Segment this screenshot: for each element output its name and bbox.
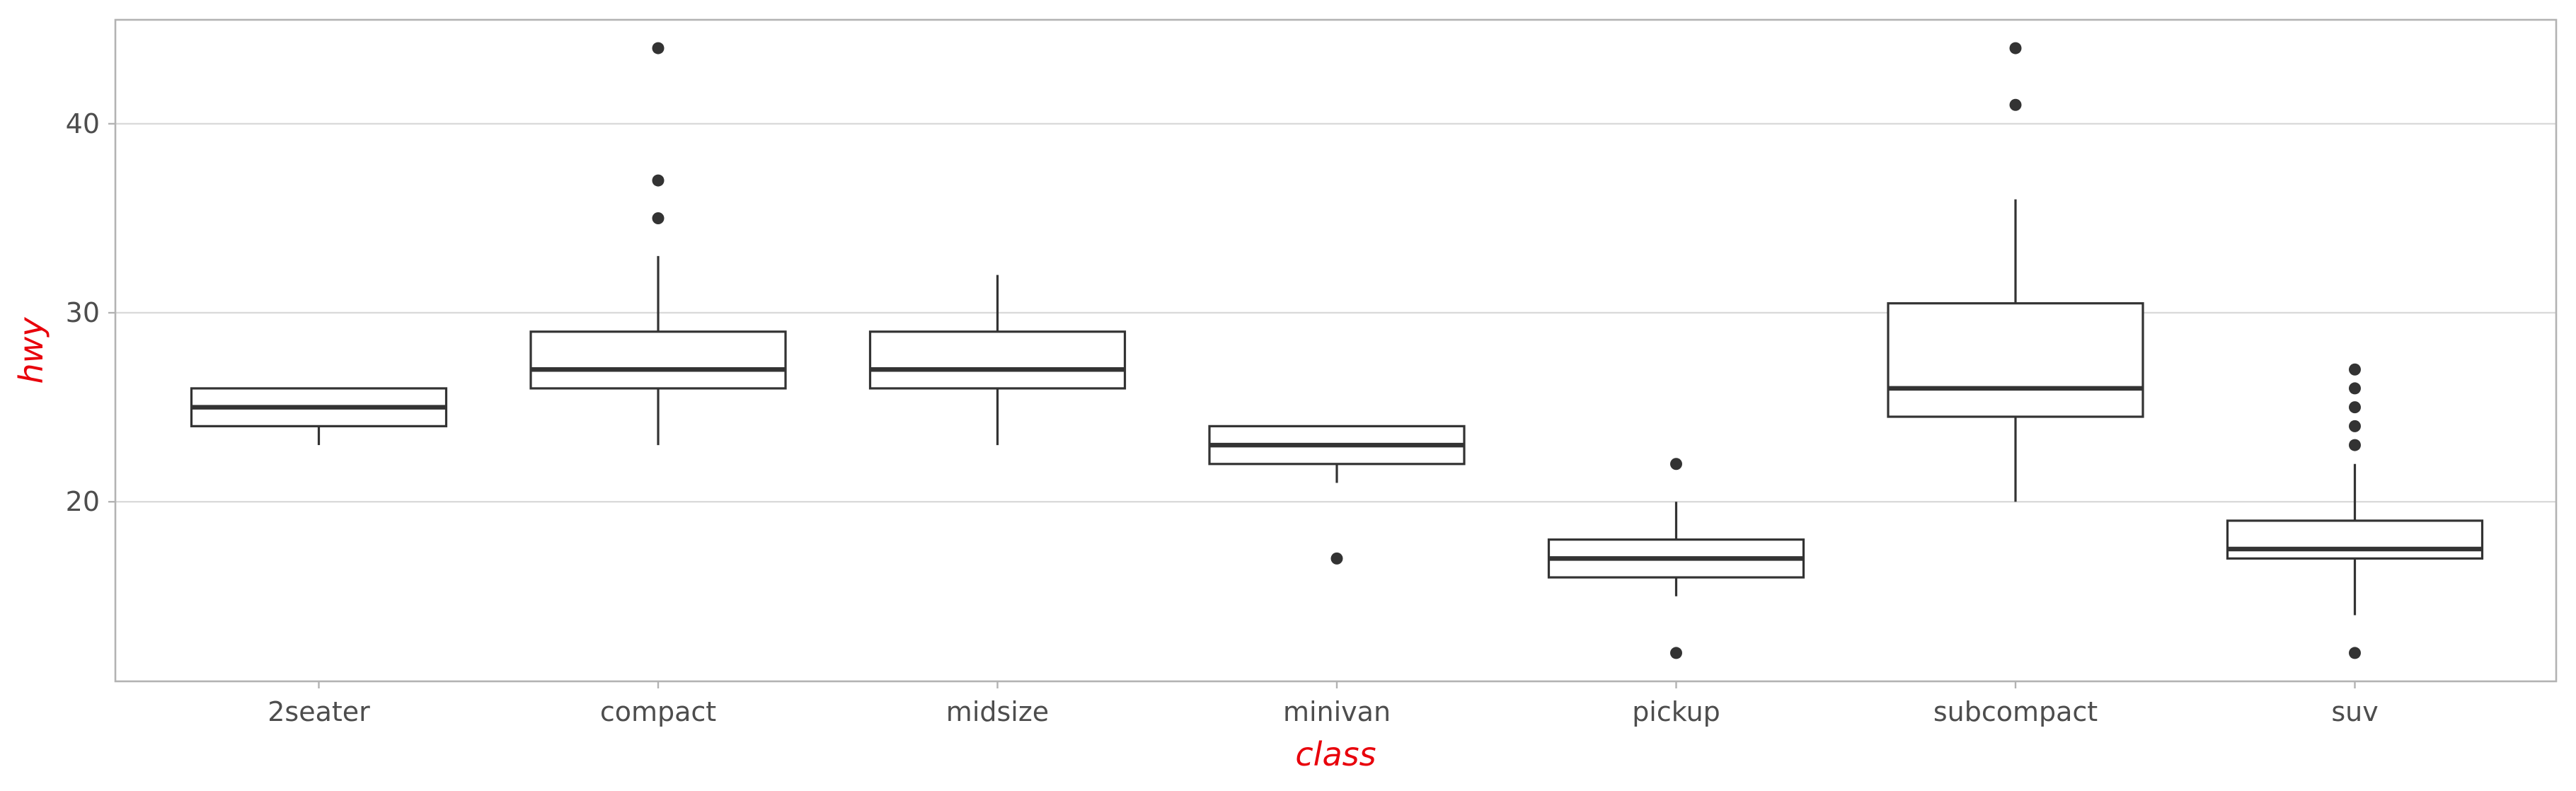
outlier-point [2349, 382, 2361, 395]
outlier-point [2009, 98, 2022, 111]
outlier-point [652, 212, 665, 224]
x-tick-label: 2seater [268, 696, 370, 727]
outlier-point [2349, 647, 2361, 659]
y-tick-label: 30 [66, 297, 100, 328]
iqr-box [529, 330, 787, 390]
box-compact [529, 42, 787, 446]
box-suv [2226, 363, 2484, 659]
gridlines [115, 122, 2556, 503]
box-pickup [1547, 458, 1805, 659]
x-tick-label: minivan [1283, 696, 1391, 727]
x-tick-label: suv [2331, 696, 2378, 727]
outlier-point [2349, 420, 2361, 432]
outlier-point [1330, 552, 1343, 565]
boxes [190, 42, 2484, 659]
panel-border [114, 18, 2558, 683]
outlier-point [2349, 439, 2361, 451]
x-axis-title: class [1295, 735, 1376, 773]
outlier-point [1670, 458, 1682, 470]
outlier-point [652, 42, 665, 54]
box-midsize [868, 275, 1127, 446]
outlier-point [1670, 647, 1682, 659]
y-axis-title: hwy [12, 317, 50, 384]
iqr-box [868, 330, 1127, 390]
x-tick-label: pickup [1632, 696, 1720, 727]
outlier-point [652, 174, 665, 187]
outlier-point [2009, 42, 2022, 54]
box-minivan [1208, 425, 1466, 565]
x-tick-label: subcompact [1933, 696, 2098, 727]
axes: 20 30 40 2seater compact midsize minivan pickup… [66, 18, 2558, 727]
iqr-box [1887, 302, 2144, 418]
y-tick-label: 20 [66, 486, 100, 517]
outlier-point [2349, 401, 2361, 414]
box-subcompact [1887, 42, 2144, 502]
outlier-point [2349, 363, 2361, 376]
y-tick-label: 40 [66, 108, 100, 139]
x-tick-label: midsize [946, 696, 1049, 727]
iqr-box [2226, 519, 2484, 560]
x-tick-label: compact [600, 696, 716, 727]
box-2seater [190, 387, 448, 446]
